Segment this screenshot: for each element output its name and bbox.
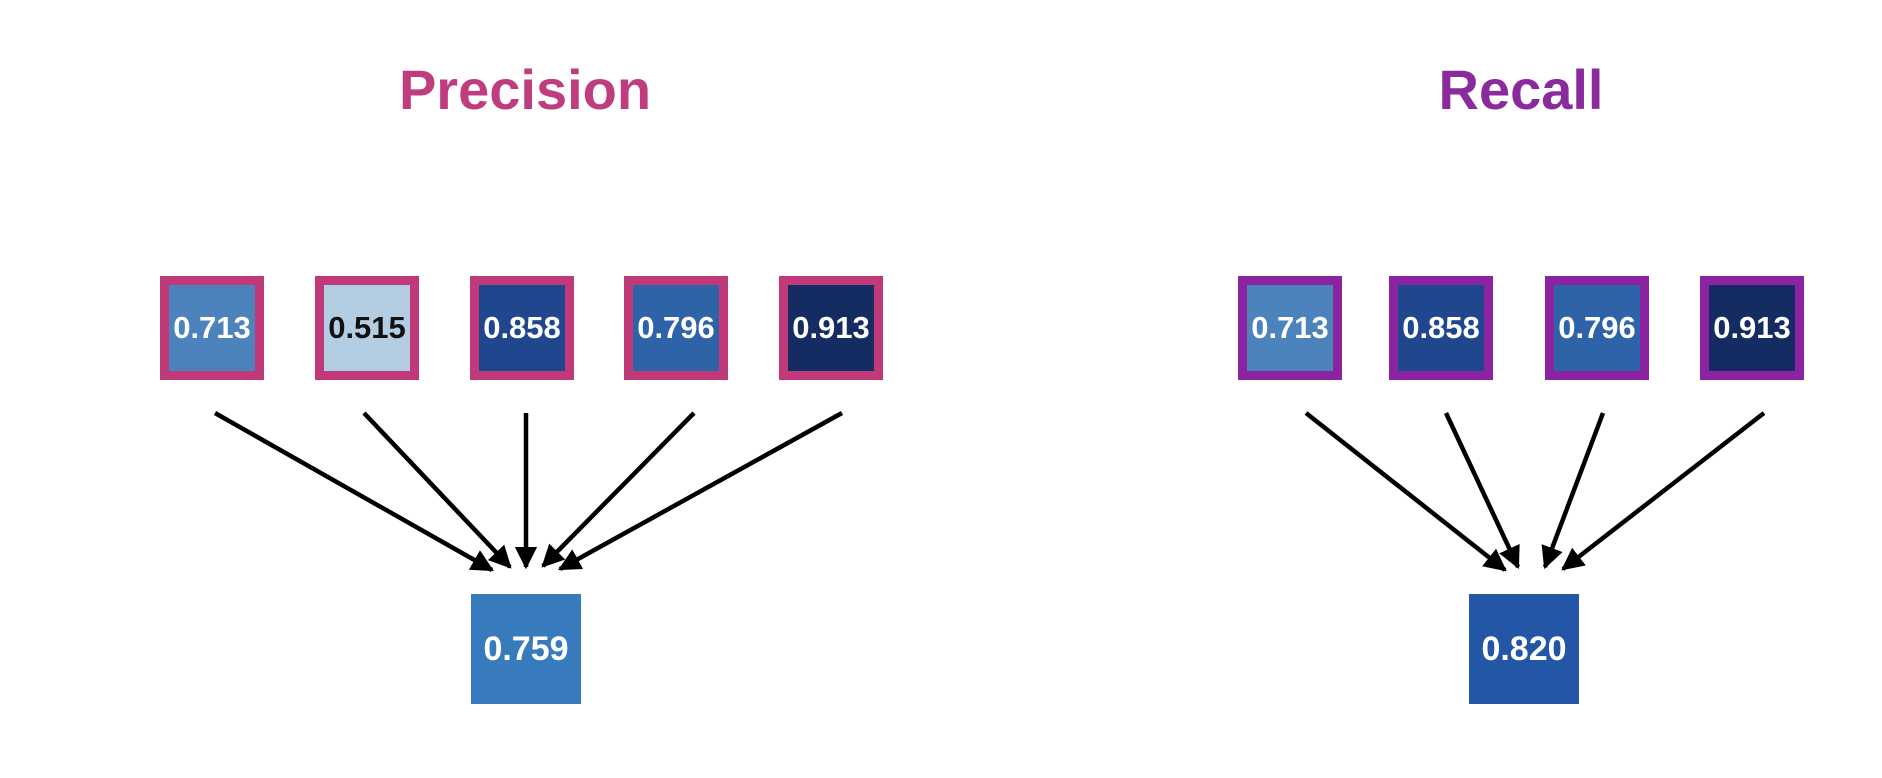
precision-output-value: 0.759 <box>483 629 569 668</box>
precision-input-value-4: 0.796 <box>637 310 715 345</box>
recall-input-box-2: 0.858 <box>1389 276 1493 380</box>
precision-output-box: 0.759 <box>471 594 581 704</box>
recall-input-value-2: 0.858 <box>1402 310 1480 345</box>
precision-input-box-3: 0.858 <box>470 276 574 380</box>
recall-input-box-1: 0.713 <box>1238 276 1342 380</box>
recall-title: Recall <box>1438 58 1604 121</box>
precision-input-value-3: 0.858 <box>483 310 561 345</box>
precision-input-box-4: 0.796 <box>624 276 728 380</box>
precision-input-box-2: 0.515 <box>315 276 419 380</box>
recall-input-box-4: 0.913 <box>1700 276 1804 380</box>
recall-arrow-3 <box>1541 412 1606 570</box>
precision-input-value-1: 0.713 <box>173 310 251 345</box>
precision-arrow-1 <box>213 411 494 572</box>
precision-arrow-5 <box>558 411 844 571</box>
recall-input-value-3: 0.796 <box>1558 310 1636 345</box>
precision-input-value-2: 0.515 <box>328 310 406 345</box>
recall-arrow-2 <box>1443 412 1521 570</box>
precision-arrow-4 <box>541 411 696 568</box>
recall-input-value-4: 0.913 <box>1713 310 1791 345</box>
precision-title: Precision <box>398 58 652 121</box>
precision-input-value-5: 0.913 <box>792 310 870 345</box>
precision-arrow-2 <box>362 411 512 569</box>
recall-arrow-1 <box>1304 411 1507 572</box>
recall-input-box-3: 0.796 <box>1545 276 1649 380</box>
recall-arrow-4 <box>1561 411 1766 571</box>
precision-input-box-1: 0.713 <box>160 276 264 380</box>
recall-output-value: 0.820 <box>1481 629 1567 668</box>
recall-input-value-1: 0.713 <box>1251 310 1329 345</box>
recall-output-box: 0.820 <box>1469 594 1579 704</box>
precision-input-box-5: 0.913 <box>779 276 883 380</box>
